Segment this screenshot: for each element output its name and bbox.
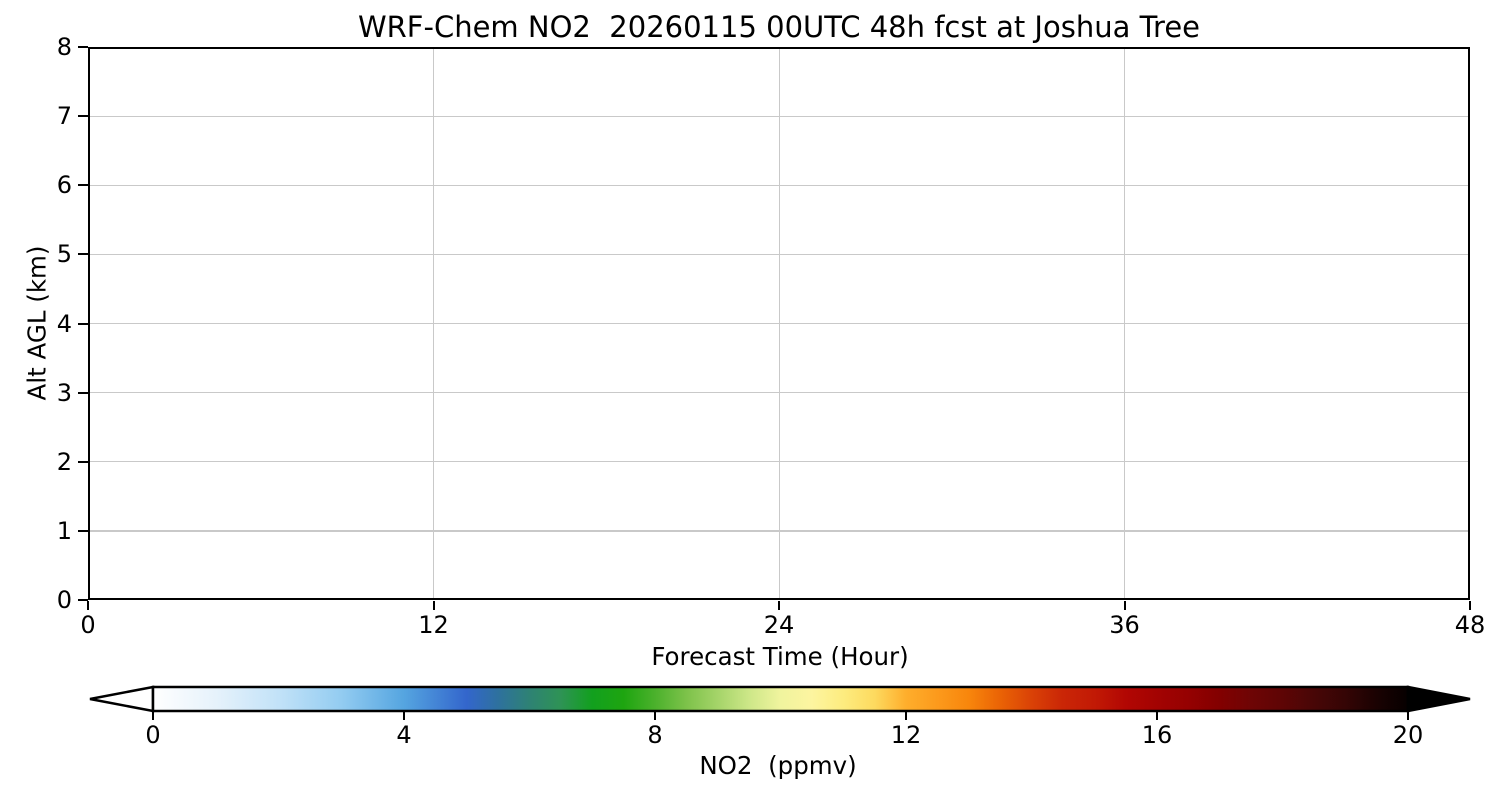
y-tick-mark [78,184,88,187]
colorbar-body [151,685,1410,713]
gridline-vertical [433,49,435,598]
colorbar-tick-label: 8 [647,721,663,749]
x-tick-mark [778,601,780,610]
x-tick-mark [1469,601,1471,610]
x-axis-label: Forecast Time (Hour) [651,642,909,671]
y-tick-mark [78,46,88,48]
colorbar-label: NO2 (ppmv) [699,751,857,780]
colorbar-tick-label: 0 [145,721,161,749]
x-tick-label: 36 [1109,611,1140,639]
y-tick-label: 1 [56,516,72,545]
y-tick-mark [78,599,88,601]
x-tick-mark [432,601,435,610]
y-tick-mark [78,115,88,118]
y-tick-mark [78,460,88,463]
y-tick-label: 8 [56,33,72,61]
colorbar-tick-label: 16 [1141,721,1173,749]
x-tick-mark [1123,601,1126,610]
gridline-vertical [778,49,780,598]
y-tick-label: 5 [56,240,72,269]
x-tick-label: 0 [80,611,96,639]
y-tick-label: 2 [56,447,72,476]
colorbar-over-arrow [1406,685,1471,713]
colorbar-tick-label: 4 [396,721,412,749]
chart-title: WRF-Chem NO2 20260115 00UTC 48h fcst at … [357,10,1201,44]
colorbar-tick-label: 12 [890,721,922,749]
y-tick-label: 3 [56,378,72,407]
y-axis-label: Alt AGL (km) [22,245,52,401]
x-tick-label: 12 [418,611,449,639]
x-tick-mark [87,601,89,610]
colorbar-under-arrow [89,685,155,713]
y-tick-mark [78,322,88,325]
y-tick-label: 7 [56,102,72,131]
x-tick-label: 24 [763,611,795,639]
colorbar-tick-label: 20 [1392,721,1424,749]
y-tick-label: 4 [56,309,72,338]
y-tick-label: 0 [56,586,72,614]
y-tick-label: 6 [56,171,72,200]
gridline-vertical [1124,49,1126,598]
y-tick-mark [78,391,88,394]
plot-area [88,47,1470,600]
y-tick-mark [78,529,88,532]
y-tick-mark [78,253,88,256]
x-tick-label: 48 [1454,611,1486,639]
